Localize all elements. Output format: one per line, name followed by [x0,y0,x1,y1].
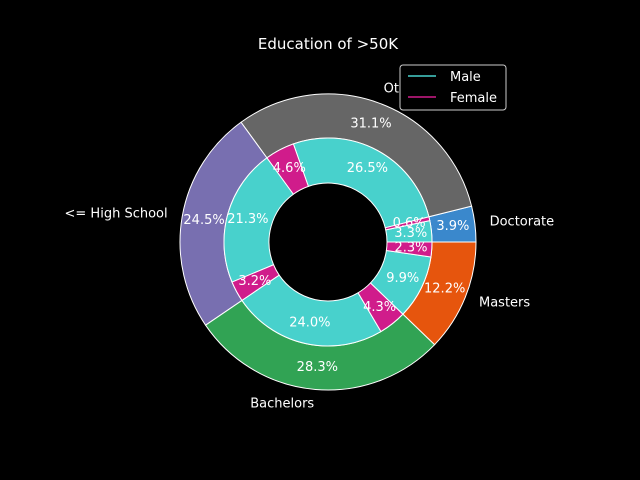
legend: Male Female [399,64,507,111]
inner-pct-male-4: 21.3% [227,212,268,227]
legend-female-label: Female [450,91,497,106]
outer-ring [179,93,477,391]
inner-pct-male-6: 24.0% [289,316,330,331]
inner-pct-male-8: 9.9% [386,271,419,286]
inner-pct-female-5: 3.2% [238,274,271,289]
category-label-le-high-school: <= High School [65,207,168,222]
inner-pct-male-2: 26.5% [347,161,388,176]
inner-wedge-female-9 [385,241,433,258]
inner-wedge-male-2 [292,137,430,229]
inner-pct-female-7: 4.3% [363,300,396,315]
outer-pct-doctorate: 3.9% [436,219,469,234]
inner-pct-female-9: 2.3% [394,241,427,256]
outer-pct-masters: 12.2% [424,282,465,297]
legend-male-label: Male [450,70,481,85]
outer-pct-le-high-school: 24.5% [183,213,224,228]
category-label-masters: Masters [479,295,530,310]
inner-ring [223,137,433,347]
outer-pct-bachelors: 28.3% [297,360,338,375]
inner-pct-male-0: 3.3% [394,226,427,241]
inner-pct-female-1: 0.6% [393,216,426,231]
inner-pct-female-3: 4.6% [273,161,306,176]
category-label-bachelors: Bachelors [250,397,314,412]
category-label-doctorate: Doctorate [490,215,555,230]
outer-pct-other: 31.1% [350,116,391,131]
inner-wedge-male-6 [241,274,382,347]
chart-title: Education of >50K [258,35,399,53]
